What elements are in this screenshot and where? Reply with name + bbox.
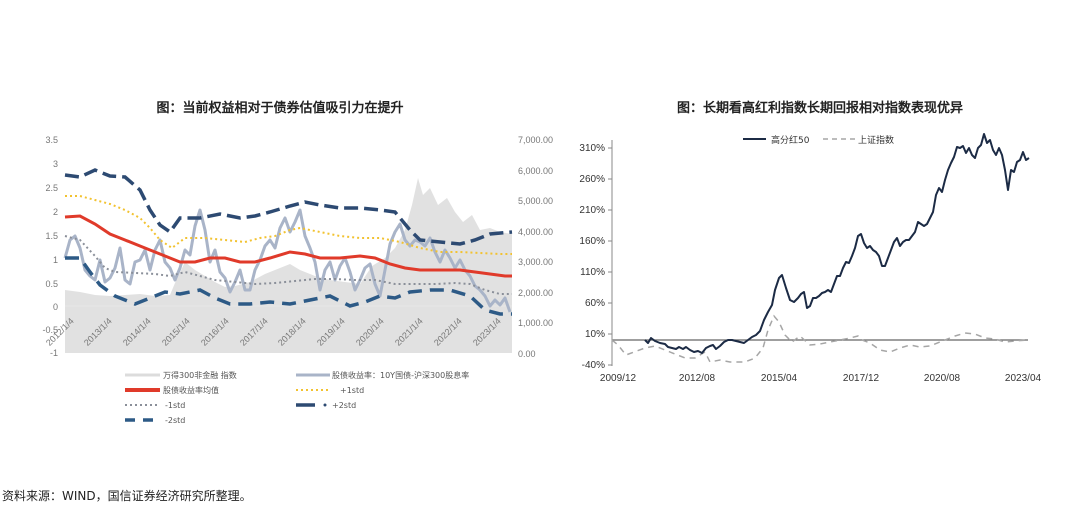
svg-text:股债收益率：10Y国债-沪深300股息率: 股债收益率：10Y国债-沪深300股息率 xyxy=(332,370,469,380)
svg-text:4,000.00: 4,000.00 xyxy=(518,227,553,237)
right-chart: 310% 260% 210% 160% 110% 60% 10% -40% 20… xyxy=(579,133,1042,384)
svg-text:7,000.00: 7,000.00 xyxy=(518,135,553,145)
svg-text:2: 2 xyxy=(53,207,58,217)
svg-text:-1std: -1std xyxy=(165,401,185,410)
svg-text:1,000.00: 1,000.00 xyxy=(518,318,553,328)
svg-text:2009/12: 2009/12 xyxy=(600,373,637,384)
svg-text:万得300非金融 指数: 万得300非金融 指数 xyxy=(163,370,237,380)
svg-text:310%: 310% xyxy=(579,143,605,154)
svg-text:0: 0 xyxy=(53,302,58,312)
svg-text:-2std: -2std xyxy=(165,416,185,425)
svg-text:5,000.00: 5,000.00 xyxy=(518,196,553,206)
plus2std-line xyxy=(64,168,513,246)
svg-text:1: 1 xyxy=(53,255,58,265)
left-y-axis: 3.5 3 2.5 2 1.5 1 0.5 0 -0.5 -1 xyxy=(42,135,58,358)
svg-text:+2std: +2std xyxy=(332,401,356,410)
right-y-axis: 7,000.00 6,000.00 5,000.00 4,000.00 3,00… xyxy=(518,135,553,359)
svg-text:3.5: 3.5 xyxy=(45,135,58,145)
minus2std-line xyxy=(65,256,512,316)
svg-text:210%: 210% xyxy=(579,205,605,216)
svg-text:+1std: +1std xyxy=(340,386,364,395)
svg-text:110%: 110% xyxy=(580,267,605,278)
index-area xyxy=(65,178,512,353)
plus1std-line xyxy=(65,195,512,255)
svg-text:2020/08: 2020/08 xyxy=(924,373,961,384)
svg-text:0.5: 0.5 xyxy=(45,279,58,289)
spread-line xyxy=(63,208,512,313)
svg-text:160%: 160% xyxy=(579,236,605,247)
svg-text:3: 3 xyxy=(53,159,58,169)
svg-text:2015/04: 2015/04 xyxy=(761,373,798,384)
svg-text:0.00: 0.00 xyxy=(518,349,536,359)
left-legend: 万得300非金融 指数 股债收益率：10Y国债-沪深300股息率 股债收益率均值… xyxy=(125,370,469,425)
svg-text:10%: 10% xyxy=(585,329,605,340)
svg-text:2.5: 2.5 xyxy=(45,183,58,193)
svg-text:高分红50: 高分红50 xyxy=(771,134,810,146)
right-chart-title: 图：长期看高红利指数长期回报相对指数表现优异 xyxy=(676,101,963,116)
right-x-axis: 2009/12 2012/08 2015/04 2017/12 2020/08 … xyxy=(600,373,1042,384)
svg-text:6,000.00: 6,000.00 xyxy=(518,166,553,176)
svg-text:2012/08: 2012/08 xyxy=(679,373,716,384)
left-chart: 3.5 3 2.5 2 1.5 1 0.5 0 -0.5 -1 7,000.00… xyxy=(42,135,553,425)
minus1std-line xyxy=(64,235,512,295)
right-legend: 高分红50 上证指数 xyxy=(743,134,894,146)
svg-text:260%: 260% xyxy=(579,174,605,185)
svg-text:上证指数: 上证指数 xyxy=(858,134,894,146)
svg-text:股债收益率均值: 股债收益率均值 xyxy=(163,385,219,395)
svg-text:2,000.00: 2,000.00 xyxy=(518,288,553,298)
svg-text:3,000.00: 3,000.00 xyxy=(518,257,553,267)
svg-text:1.5: 1.5 xyxy=(45,231,58,241)
source-note: 资料来源：WIND，国信证券经济研究所整理。 xyxy=(2,489,252,503)
right-y-axis: 310% 260% 210% 160% 110% 60% 10% -40% xyxy=(579,143,605,371)
svg-text:-1: -1 xyxy=(50,348,58,358)
high-dividend-50-line xyxy=(644,133,1030,354)
svg-text:2023/04: 2023/04 xyxy=(1005,373,1042,384)
svg-text:2017/12: 2017/12 xyxy=(843,373,880,384)
mean-line xyxy=(64,214,512,278)
svg-text:-0.5: -0.5 xyxy=(42,325,58,335)
left-chart-title: 图：当前权益相对于债券估值吸引力在提升 xyxy=(156,101,404,116)
svg-text:-40%: -40% xyxy=(582,360,605,371)
shanghai-index-line xyxy=(611,314,1028,363)
svg-text:60%: 60% xyxy=(585,298,605,309)
